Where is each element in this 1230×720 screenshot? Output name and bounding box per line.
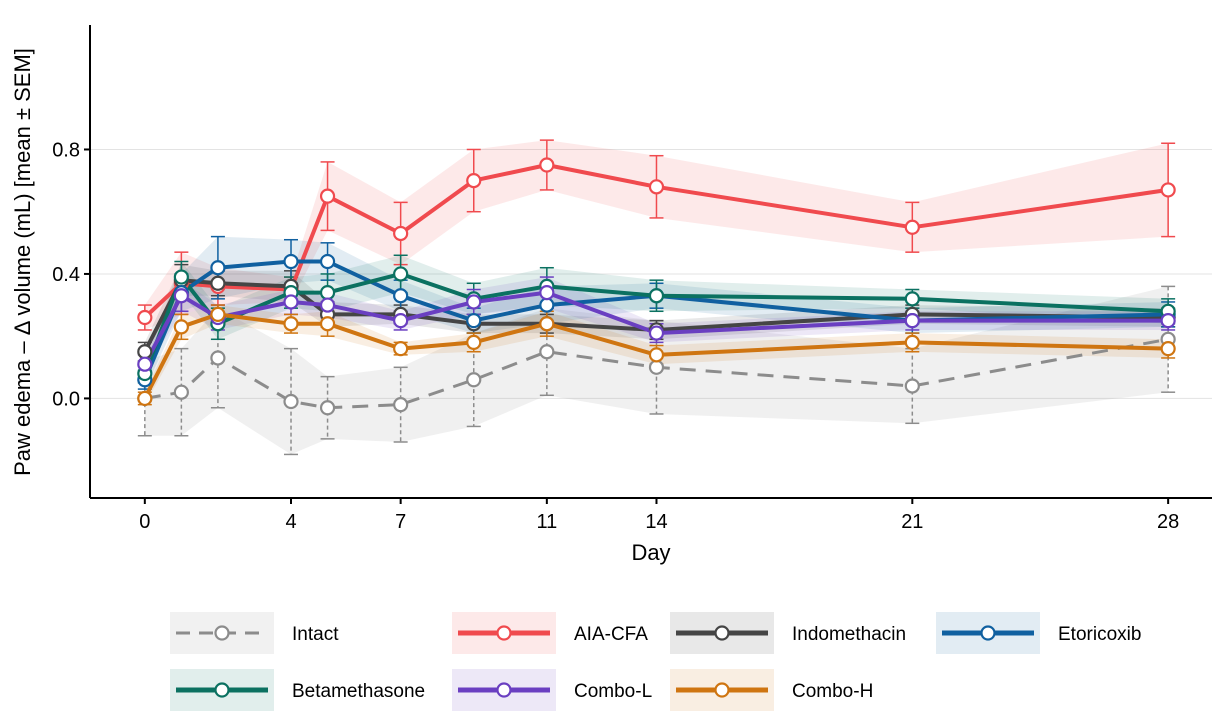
point-aia-cfa-5 [393,225,409,242]
point-etoricoxib-4 [319,253,336,270]
point-combo-l-5 [393,313,409,329]
point-etoricoxib-6 [466,313,482,329]
point-betamethasone-1 [173,269,189,285]
legend-item-indomethacin: Indomethacin [670,612,906,654]
legend-key-marker [980,625,996,641]
x-tick-label-4: 14 [645,511,667,533]
x-tick-label-5: 21 [901,511,923,533]
x-tick-label-1: 4 [285,511,296,533]
legend-key-marker [714,682,730,698]
legend-key-marker [496,625,512,641]
point-intact-6 [466,372,482,388]
point-aia-cfa-7 [539,157,555,173]
point-combo-h-2 [210,306,226,323]
legend-item-aia-cfa: AIA-CFA [452,612,648,654]
point-aia-cfa-8 [648,179,665,195]
point-combo-h-9 [904,334,920,351]
point-etoricoxib-3 [283,253,299,270]
point-intact-2 [210,350,226,366]
point-indomethacin-0 [137,344,153,360]
sem-band-etoricoxib [144,236,1169,390]
point-intact-7 [539,344,555,360]
y-axis-title: Paw edema – Δ volume (mL) [mean ± SEM] [10,48,35,476]
point-combo-l-10 [1160,313,1176,329]
point-betamethasone-5 [393,266,409,282]
point-aia-cfa-6 [466,172,482,189]
point-betamethasone-4 [319,285,336,301]
point-combo-l-1 [173,288,189,304]
y-ticks: 0.0 0.4 0.8 [52,139,90,410]
point-betamethasone-9 [904,291,920,307]
legend-label-betamethasone: Betamethasone [292,681,425,702]
legend-key-marker [214,682,230,698]
point-intact-4 [319,400,336,416]
grid-lines [90,148,1212,399]
x-tick-label-6: 28 [1157,511,1179,533]
point-combo-h-8 [648,347,665,363]
legend-item-combo-h: Combo-H [670,669,873,711]
point-combo-h-5 [393,341,409,357]
legend-item-combo-l: Combo-L [452,669,652,711]
point-intact-1 [173,384,189,400]
point-betamethasone-8 [648,288,665,304]
point-combo-l-9 [904,313,920,329]
data-points [137,157,1176,416]
x-axis-title: Day [631,540,670,565]
point-indomethacin-2 [210,275,226,291]
point-combo-l-3 [283,294,299,310]
point-aia-cfa-4 [319,188,336,204]
point-combo-l-7 [539,285,555,301]
point-etoricoxib-5 [393,288,409,304]
point-intact-9 [904,378,920,394]
point-intact-5 [393,397,409,413]
legend-label-etoricoxib: Etoricoxib [1058,624,1141,645]
point-etoricoxib-7 [539,297,555,313]
legend-key-marker [496,682,512,698]
point-combo-h-1 [173,319,189,335]
point-combo-h-6 [466,334,482,351]
legend-label-indomethacin: Indomethacin [792,624,906,645]
point-combo-h-3 [283,316,299,332]
point-intact-3 [283,393,299,410]
legend-label-aia-cfa: AIA-CFA [574,624,648,645]
legend-label-combo-l: Combo-L [574,681,652,702]
legend-item-etoricoxib: Etoricoxib [936,612,1141,654]
point-combo-l-0 [137,356,153,372]
point-aia-cfa-10 [1160,182,1176,198]
legend-item-intact: Intact [170,612,339,654]
point-combo-h-4 [319,316,336,332]
axes [89,25,1212,499]
y-tick-label-1: 0.4 [52,264,80,286]
x-tick-label-3: 11 [536,511,557,533]
x-ticks: 0 4 7 11 14 21 28 [139,498,1179,533]
x-tick-label-0: 0 [139,511,150,533]
point-combo-l-6 [466,294,482,310]
point-combo-h-7 [539,316,555,332]
point-combo-l-4 [319,297,336,313]
point-combo-h-10 [1160,341,1176,357]
point-aia-cfa-0 [137,309,153,326]
point-aia-cfa-9 [904,219,920,235]
legend-key-marker [714,625,730,641]
point-combo-h-0 [137,390,153,407]
point-combo-l-8 [648,325,665,341]
legend-label-intact: Intact [292,624,339,645]
point-intact-8 [648,359,665,375]
y-tick-label-2: 0.8 [52,139,80,161]
legend: Intact AIA-CFA Indomethacin Etoricoxib Betam… [170,612,1141,711]
legend-item-betamethasone: Betamethasone [170,669,425,711]
point-etoricoxib-2 [210,260,226,276]
x-tick-label-2: 7 [395,511,406,533]
series-line-intact [144,337,1169,410]
legend-label-combo-h: Combo-H [792,681,873,702]
legend-key-marker [214,625,230,641]
y-tick-label-0: 0.0 [52,388,80,410]
